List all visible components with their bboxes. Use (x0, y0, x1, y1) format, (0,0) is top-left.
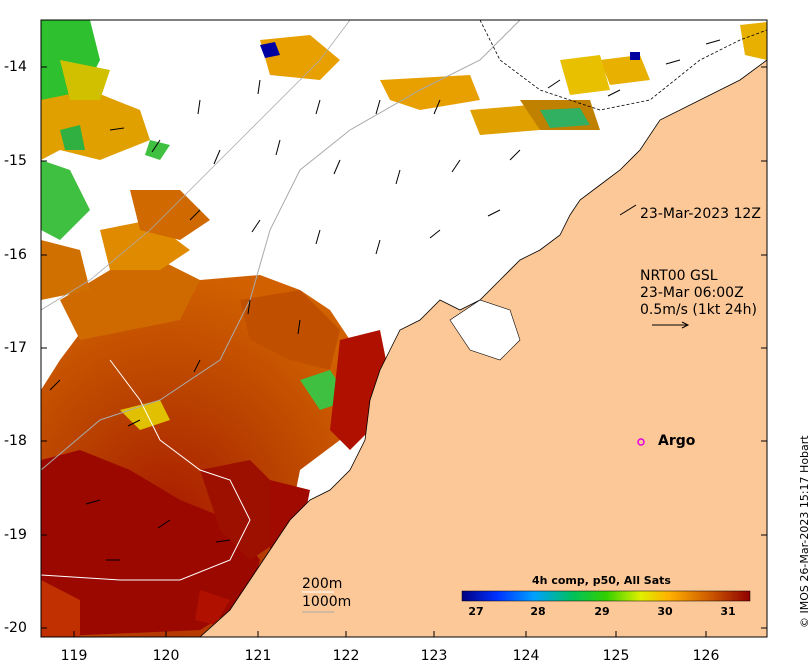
sst-field (41, 20, 767, 637)
x-tick-122: 122 (332, 648, 360, 664)
current-vectors (49, 39, 721, 561)
contour-200m-label: 200m (302, 576, 343, 592)
plot-frame (40, 19, 768, 638)
y-tick-15: -15 (4, 153, 27, 169)
colorbar-tick-30: 30 (657, 605, 673, 618)
y-tick-14: -14 (4, 59, 27, 75)
colorbar-tick-27: 27 (468, 605, 484, 618)
y-tick-20: -20 (4, 620, 27, 636)
x-tick-121: 121 (244, 648, 272, 664)
argo-label: Argo (658, 433, 696, 449)
timestamp-label: 23-Mar-2023 12Z (640, 206, 761, 222)
contour-1000m (41, 20, 521, 471)
colorbar-tick-31: 31 (720, 605, 736, 618)
scale-arrow (652, 321, 690, 329)
colorbar-title: 4h comp, p50, All Sats (532, 574, 671, 587)
y-tick-18: -18 (4, 433, 27, 449)
argo-marker (637, 438, 645, 446)
current-source-label: NRT00 GSL (640, 268, 718, 284)
colorbar-tick-29: 29 (594, 605, 610, 618)
colorbar-tick-28: 28 (530, 605, 546, 618)
coast-islands (479, 20, 767, 111)
x-tick-119: 119 (60, 648, 88, 664)
x-tick-123: 123 (420, 648, 448, 664)
colorbar (461, 590, 751, 602)
y-tick-19: -19 (4, 527, 27, 543)
x-tick-125: 125 (602, 648, 630, 664)
x-tick-124: 124 (512, 648, 540, 664)
y-tick-16: -16 (4, 247, 27, 263)
current-time-label: 23-Mar 06:00Z (640, 285, 744, 301)
timestamp-leader (619, 204, 637, 216)
credit-label: © IMOS 26-Mar-2023 15:17 Hobart (798, 435, 810, 628)
y-tick-17: -17 (4, 340, 27, 356)
x-tick-126: 126 (692, 648, 720, 664)
contour-200m (41, 359, 251, 581)
x-tick-120: 120 (152, 648, 180, 664)
contour-1000m-label: 1000m (302, 594, 352, 610)
current-scale-label: 0.5m/s (1kt 24h) (640, 302, 757, 318)
tick-marks (41, 66, 767, 637)
